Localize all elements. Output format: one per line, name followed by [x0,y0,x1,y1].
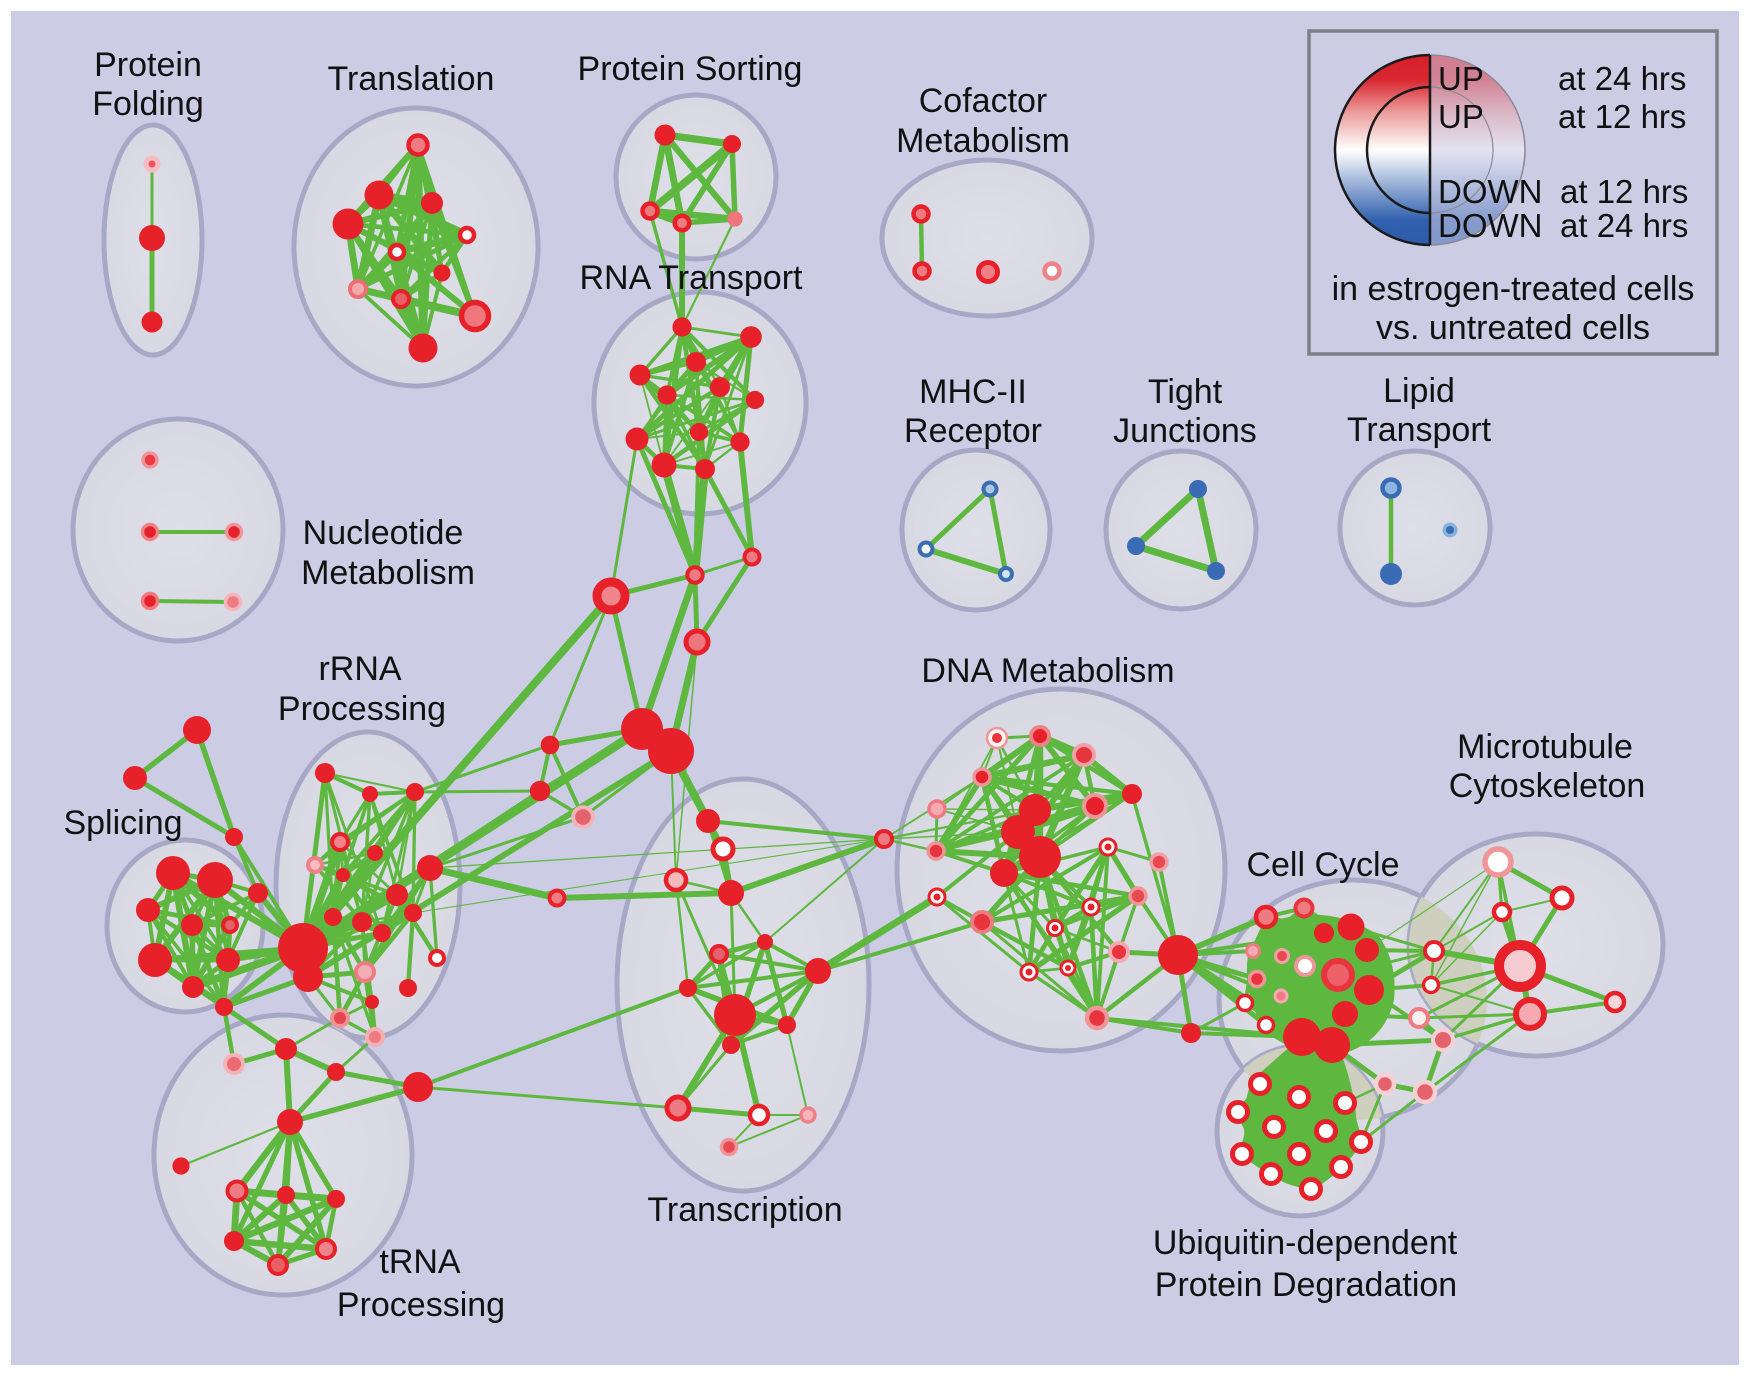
svg-text:Transport: Transport [1347,411,1492,449]
svg-text:rRNA: rRNA [318,650,401,688]
svg-text:UP: UP [1438,60,1484,97]
svg-text:RNA Transport: RNA Transport [580,259,804,297]
svg-text:Cytoskeleton: Cytoskeleton [1449,767,1646,805]
svg-text:UP: UP [1438,98,1484,135]
svg-text:DOWN: DOWN [1438,173,1542,210]
svg-text:Folding: Folding [92,85,204,123]
svg-text:Transcription: Transcription [647,1191,842,1229]
svg-text:Protein Degradation: Protein Degradation [1155,1266,1457,1304]
svg-text:Ubiquitin-dependent: Ubiquitin-dependent [1153,1224,1458,1262]
svg-text:Processing: Processing [337,1286,505,1324]
svg-text:at 24 hrs: at 24 hrs [1558,60,1686,97]
svg-text:Microtubule: Microtubule [1457,728,1633,766]
svg-text:at 12 hrs: at 12 hrs [1560,173,1688,210]
svg-text:Receptor: Receptor [904,412,1042,450]
svg-text:Nucleotide: Nucleotide [303,514,464,552]
svg-text:at 12 hrs: at 12 hrs [1558,98,1686,135]
svg-text:Cell Cycle: Cell Cycle [1246,846,1399,884]
svg-text:Translation: Translation [328,60,495,98]
svg-text:Processing: Processing [278,690,446,728]
svg-text:Metabolism: Metabolism [301,554,475,592]
svg-text:Tight: Tight [1148,373,1223,411]
svg-text:at 24 hrs: at 24 hrs [1560,207,1688,244]
svg-text:Protein: Protein [94,46,202,84]
svg-text:Cofactor: Cofactor [919,82,1048,120]
svg-text:DNA Metabolism: DNA Metabolism [921,652,1174,690]
svg-text:DOWN: DOWN [1438,207,1542,244]
svg-text:Splicing: Splicing [63,804,182,842]
svg-text:tRNA: tRNA [379,1243,461,1281]
svg-text:Protein Sorting: Protein Sorting [578,50,803,88]
svg-text:Metabolism: Metabolism [896,122,1070,160]
svg-text:Lipid: Lipid [1383,372,1455,410]
svg-text:vs. untreated cells: vs. untreated cells [1376,309,1650,347]
svg-text:in estrogen-treated cells: in estrogen-treated cells [1332,270,1695,308]
svg-text:Junctions: Junctions [1113,412,1257,450]
svg-text:MHC-II: MHC-II [919,373,1027,411]
